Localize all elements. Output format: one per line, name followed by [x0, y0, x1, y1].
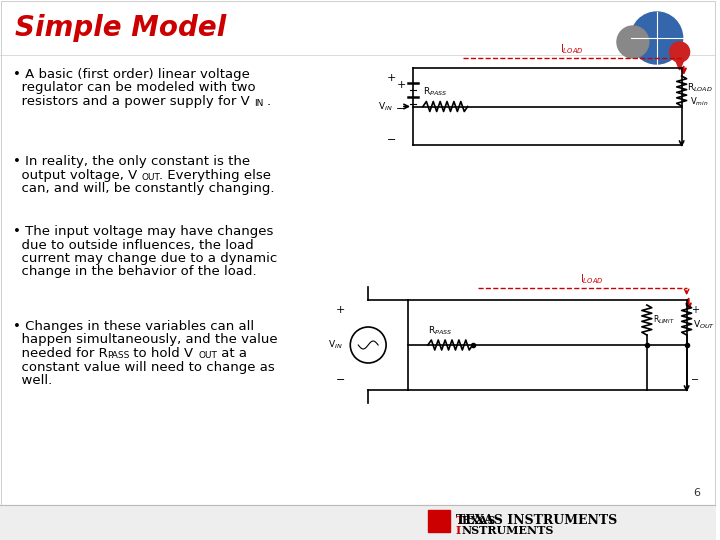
Bar	[0, 505, 716, 540]
Text: R$_{PASS}$: R$_{PASS}$	[428, 325, 452, 337]
Text: resistors and a power supply for V: resistors and a power supply for V	[13, 95, 250, 108]
Text: +: +	[690, 305, 698, 315]
Text: • A basic (first order) linear voltage: • A basic (first order) linear voltage	[13, 68, 250, 81]
Text: −: −	[690, 375, 698, 385]
Bar	[428, 510, 450, 532]
Polygon shape	[675, 58, 685, 70]
Text: needed for R: needed for R	[13, 347, 108, 360]
Text: • In reality, the only constant is the: • In reality, the only constant is the	[13, 155, 250, 168]
Text: NSTRUMENTS: NSTRUMENTS	[462, 524, 554, 536]
Text: −: −	[387, 135, 396, 145]
Text: . Everything else: . Everything else	[159, 168, 271, 181]
Text: V$_{IN}$: V$_{IN}$	[379, 100, 393, 113]
Text: −: −	[336, 375, 346, 385]
Text: • The input voltage may have changes: • The input voltage may have changes	[13, 225, 274, 238]
Text: V$_{min}$: V$_{min}$	[690, 95, 708, 108]
Text: happen simultaneously, and the value: happen simultaneously, and the value	[13, 334, 278, 347]
Circle shape	[617, 26, 649, 58]
Circle shape	[670, 42, 690, 62]
Text: −: −	[396, 104, 405, 114]
Circle shape	[631, 12, 683, 64]
Text: V$_{OUT}$: V$_{OUT}$	[693, 319, 715, 331]
Text: I$_{LOAD}$: I$_{LOAD}$	[560, 42, 584, 56]
Text: can, and will, be constantly changing.: can, and will, be constantly changing.	[13, 182, 274, 195]
Text: TEXAS INSTRUMENTS: TEXAS INSTRUMENTS	[456, 515, 617, 528]
Text: current may change due to a dynamic: current may change due to a dynamic	[13, 252, 277, 265]
Text: IN: IN	[253, 99, 263, 108]
Text: EXAS: EXAS	[462, 516, 499, 526]
Text: well.: well.	[13, 374, 52, 387]
Text: at a: at a	[217, 347, 247, 360]
Text: R$_{LIMIT}$: R$_{LIMIT}$	[653, 314, 675, 326]
Text: I: I	[456, 524, 461, 536]
Text: due to outside influences, the load: due to outside influences, the load	[13, 239, 253, 252]
Text: constant value will need to change as: constant value will need to change as	[13, 361, 275, 374]
Text: output voltage, V: output voltage, V	[13, 168, 138, 181]
Text: I$_{LOAD}$: I$_{LOAD}$	[580, 272, 604, 286]
Text: OUT: OUT	[198, 351, 217, 360]
Text: Simple Model: Simple Model	[15, 14, 226, 42]
Text: PASS: PASS	[107, 351, 130, 360]
Text: .: .	[266, 95, 271, 108]
Text: change in the behavior of the load.: change in the behavior of the load.	[13, 266, 256, 279]
Text: R$_{LOAD}$: R$_{LOAD}$	[687, 82, 712, 94]
Circle shape	[350, 327, 386, 363]
Text: to hold V: to hold V	[130, 347, 194, 360]
Text: • Changes in these variables can all: • Changes in these variables can all	[13, 320, 254, 333]
Text: regulator can be modeled with two: regulator can be modeled with two	[13, 82, 256, 94]
Text: +: +	[396, 80, 405, 90]
Text: R$_{PASS}$: R$_{PASS}$	[423, 86, 447, 98]
Text: +: +	[387, 73, 396, 83]
Text: +: +	[336, 305, 346, 315]
Text: OUT: OUT	[141, 172, 160, 181]
Text: V$_{IN}$: V$_{IN}$	[328, 339, 342, 351]
Text: 6: 6	[693, 488, 700, 498]
Text: T: T	[456, 516, 464, 526]
